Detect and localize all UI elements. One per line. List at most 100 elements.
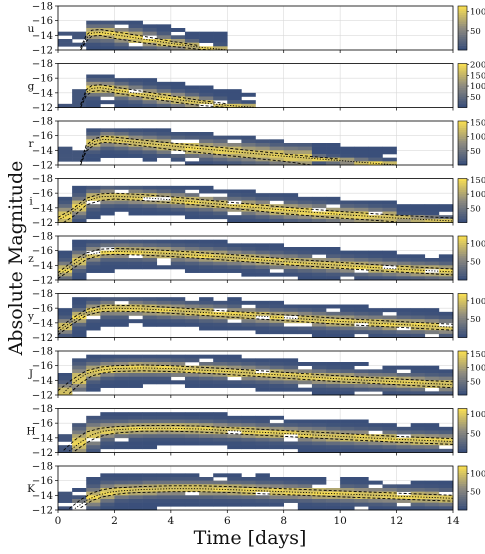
- panel-u-density-cell: [156, 42, 172, 47]
- panel-y-density-cell: [396, 308, 411, 313]
- panel-K-density-cell: [184, 480, 200, 485]
- panel-H-density-cell: [100, 415, 115, 420]
- panel-r-density-cell: [199, 157, 214, 162]
- panel-y-density-cell: [72, 300, 87, 305]
- panel-J-density-cell: [213, 384, 228, 388]
- panel-r-density-cell: [100, 135, 115, 140]
- panel-r-ytick-label: −14: [32, 146, 53, 157]
- panel-y-density-cell: [340, 326, 355, 331]
- panel-r-density-cell: [255, 154, 270, 158]
- panel-r-density-cell: [86, 154, 101, 158]
- panel-y-density-cell: [58, 322, 73, 327]
- panel-J-density-cell: [340, 369, 355, 374]
- panel-J-density-cell: [438, 384, 454, 388]
- panel-y-density-cell: [396, 311, 411, 316]
- panel-z-density-cell: [297, 247, 313, 251]
- panel-J-density-cell: [213, 380, 228, 385]
- panel-J-density-cell: [424, 365, 440, 370]
- panel-K-colorbar-step: [458, 490, 467, 493]
- panel-J-density-cell: [86, 354, 101, 359]
- panel-H-density-cell: [354, 448, 369, 453]
- panel-u-colorbar-step: [458, 39, 467, 42]
- panel-g-median-curve: [80, 87, 256, 108]
- panel-K-density-cell: [58, 491, 73, 496]
- panel-J-density-cell: [410, 365, 426, 370]
- panel-z-density-cell: [382, 261, 397, 266]
- panel-H-density-cell: [255, 434, 270, 439]
- panel-g-density-cell: [199, 92, 214, 97]
- panel-z-density-cell: [227, 261, 242, 266]
- panel-g-colorbar-tick-label: 50: [470, 93, 481, 103]
- panel-y-density-cell: [142, 300, 158, 305]
- panel-K-colorbar-step: [458, 466, 467, 469]
- panel-J-density-cell: [170, 365, 186, 370]
- panel-i-density-cell: [297, 215, 313, 220]
- panel-K-density-cell: [340, 480, 355, 485]
- panel-g-density-cell: [227, 89, 242, 94]
- panel-u-band-label: u: [28, 23, 35, 35]
- panel-z-colorbar-frame: [457, 235, 468, 281]
- panel-H-density-cell: [326, 419, 341, 424]
- panel-K-xtick-label: 4: [168, 515, 175, 527]
- panel-z-density-cell: [326, 272, 341, 277]
- panel-J-density-cell: [354, 376, 369, 381]
- panel-z-density-cell: [368, 276, 383, 281]
- panel-z-density-cell: [269, 247, 285, 251]
- panel-J-colorbar-step: [458, 355, 467, 358]
- panel-K-colorbar-step: [458, 483, 467, 487]
- panel-y-density-cell: [269, 319, 285, 324]
- panel-K-density-cell: [58, 495, 73, 500]
- panel-u-density-cell: [114, 42, 129, 47]
- panel-z-density-cell: [72, 258, 87, 262]
- panel-z-density-cell: [283, 250, 299, 255]
- panel-H-density-cell: [72, 437, 87, 442]
- panel-y-density-cell: [227, 326, 242, 331]
- panel-J-density-cell: [114, 373, 129, 377]
- panel-r-density-cell: [100, 143, 115, 147]
- panel-i-density-cell: [156, 193, 172, 198]
- panel-z-density-cell: [170, 254, 186, 259]
- panel-y-density-cell: [142, 297, 158, 302]
- panel-i-colorbar-step: [458, 189, 467, 192]
- panel-H-density-cell: [86, 419, 101, 424]
- panel-K-density-cell: [255, 499, 270, 503]
- panel-K-density-cell: [424, 499, 440, 503]
- panel-y-density-cell: [128, 311, 143, 316]
- panel-r-density-cell: [283, 146, 299, 151]
- panel-i-frame: [57, 178, 454, 223]
- panel-i-density-cell: [269, 215, 285, 220]
- panel-K-density-cell: [354, 488, 369, 492]
- panel-J-density-cell: [227, 362, 242, 366]
- panel-i-density-cell: [283, 207, 299, 212]
- panel-r-density-cell: [128, 139, 143, 144]
- panel-z-density-cell: [128, 265, 143, 270]
- panel-u-colorbar-step: [458, 43, 467, 46]
- panel-i-density-cell: [227, 189, 242, 194]
- panel-g-density-cell: [156, 89, 172, 94]
- panel-i-density-cell: [199, 215, 214, 220]
- panel-u-colorbar-step: [458, 30, 467, 33]
- panel-r-density-cell: [340, 157, 355, 162]
- panel-z-density-cell: [410, 261, 426, 266]
- panel-H-density-cell: [382, 445, 397, 450]
- panel-z-density-cell: [438, 269, 454, 273]
- panel-z-density-cell: [255, 265, 270, 270]
- panel-i-density-cell: [100, 189, 115, 194]
- panel-g-density-cell: [86, 74, 101, 79]
- panel-r-density-cell: [255, 150, 270, 155]
- panel-r-colorbar-step: [458, 136, 467, 139]
- panel-J-density-cell: [227, 358, 242, 363]
- panel-K-density-cell: [199, 491, 214, 496]
- panel-i-density-cell: [213, 189, 228, 194]
- panel-J-density-cell: [100, 354, 115, 359]
- panel-J-density-cell: [283, 358, 299, 363]
- panel-H-density-cell: [368, 441, 383, 446]
- panel-g-density-cell: [114, 96, 129, 101]
- panel-y-density-cell: [354, 330, 369, 335]
- panel-u-density-cell: [100, 35, 115, 40]
- panel-K-colorbar-step: [458, 485, 467, 489]
- panel-z-density-cell: [340, 269, 355, 273]
- panel-z-density-cell: [72, 269, 87, 273]
- panel-J-density-cell: [128, 354, 143, 359]
- panel-H-density-cell: [255, 437, 270, 442]
